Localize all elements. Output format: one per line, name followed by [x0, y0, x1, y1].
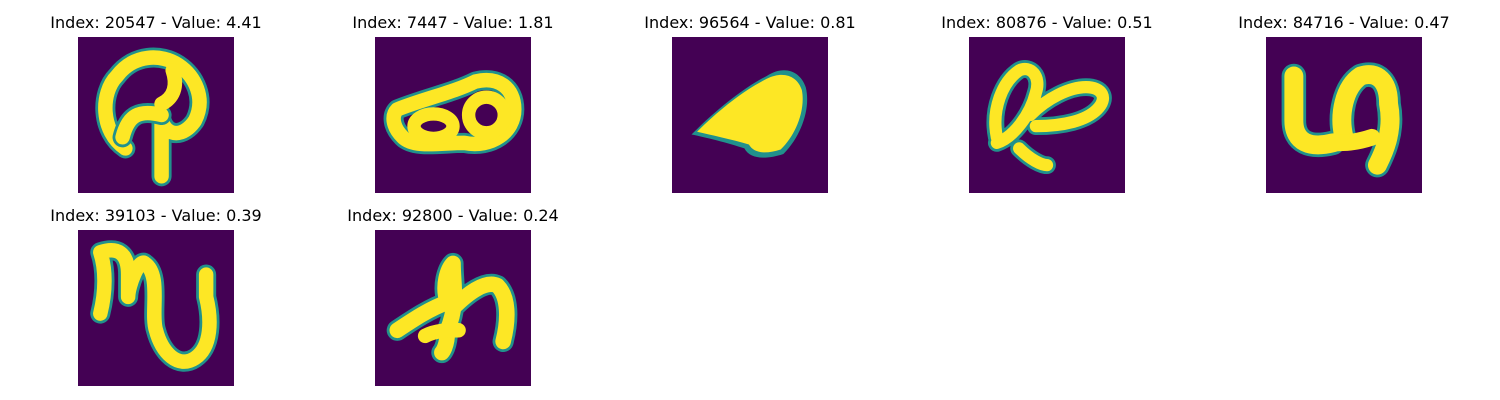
- panel-title: Index: 80876 - Value: 0.51: [941, 13, 1153, 32]
- sample-image: [1266, 37, 1422, 193]
- panel-title: Index: 39103 - Value: 0.39: [50, 206, 262, 225]
- sample-image: [969, 37, 1125, 193]
- panel-title: Index: 7447 - Value: 1.81: [352, 13, 554, 32]
- sample-image: [375, 37, 531, 193]
- sample-image: [78, 230, 234, 386]
- panel-title: Index: 92800 - Value: 0.24: [347, 206, 559, 225]
- sample-image: [78, 37, 234, 193]
- panel-title: Index: 20547 - Value: 4.41: [50, 13, 262, 32]
- panel-title: Index: 84716 - Value: 0.47: [1238, 13, 1450, 32]
- sample-image: [375, 230, 531, 386]
- sample-image: [672, 37, 828, 193]
- panel-title: Index: 96564 - Value: 0.81: [644, 13, 856, 32]
